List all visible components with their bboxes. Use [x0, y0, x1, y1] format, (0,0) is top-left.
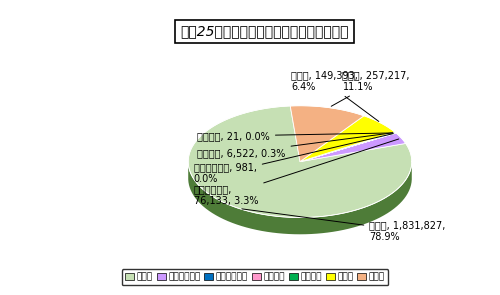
Polygon shape [188, 106, 412, 217]
Polygon shape [300, 133, 406, 162]
Polygon shape [188, 163, 412, 234]
Polygon shape [300, 133, 396, 162]
Text: 平成25年度末　汚水処理人口普及率の内訳: 平成25年度末 汚水処理人口普及率の内訳 [180, 24, 348, 39]
Polygon shape [300, 116, 395, 162]
Text: 下水道, 1,831,827,
78.9%: 下水道, 1,831,827, 78.9% [242, 209, 446, 242]
Text: 漁業集落排水, 981,
0.0%: 漁業集落排水, 981, 0.0% [194, 134, 393, 183]
Polygon shape [290, 106, 364, 162]
Text: 簡易排水, 21, 0.0%: 簡易排水, 21, 0.0% [197, 131, 393, 141]
Text: コミプラ, 6,522, 0.3%: コミプラ, 6,522, 0.3% [197, 133, 392, 158]
Text: 浄化槽, 149,393,
6.4%: 浄化槽, 149,393, 6.4% [291, 70, 379, 122]
Polygon shape [300, 133, 396, 162]
Legend: 下水道, 農業集落排水, 漁業集落排水, 簡易排水, コミプラ, 浄化槽, 未処理: 下水道, 農業集落排水, 漁業集落排水, 簡易排水, コミプラ, 浄化槽, 未処… [122, 269, 388, 285]
Text: 未処理, 257,217,
11.1%: 未処理, 257,217, 11.1% [331, 70, 410, 106]
Text: 農業集落排水,
76,133, 3.3%: 農業集落排水, 76,133, 3.3% [194, 139, 399, 206]
Polygon shape [300, 132, 396, 162]
